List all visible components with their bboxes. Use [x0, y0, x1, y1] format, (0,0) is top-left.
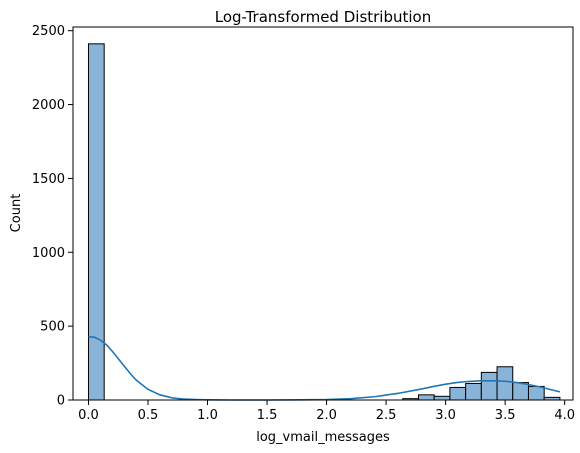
histogram-bar-2 [417, 394, 435, 401]
x-tick-label-3: 1.5 [257, 408, 278, 423]
y-axis-ticks: 0 500 1000 1500 2000 2500 [32, 24, 73, 409]
x-axis-label: log_vmail_messages [256, 430, 390, 445]
x-tick-label-7: 3.5 [495, 408, 516, 423]
y-axis-label: Count [9, 194, 24, 233]
y-tick-label-5: 2500 [32, 24, 65, 39]
x-tick-label-1: 0.5 [138, 408, 159, 423]
y-tick-label-3: 1500 [32, 172, 65, 187]
histogram-bar-8 [512, 382, 529, 401]
histogram-bar-3 [433, 395, 451, 401]
histogram-bar-5 [465, 382, 482, 401]
x-tick-label-4: 2.0 [316, 408, 337, 423]
x-tick-label-2: 1.0 [197, 408, 218, 423]
x-tick-label-8: 4.0 [554, 408, 575, 423]
chart-title: Log-Transformed Distribution [215, 8, 431, 26]
x-tick-label-6: 3.0 [435, 408, 456, 423]
y-tick-label-1: 500 [40, 320, 65, 335]
plot-frame [72, 26, 574, 401]
x-tick-label-0: 0.0 [78, 408, 99, 423]
x-axis-ticks: 0.0 0.5 1.0 1.5 2.0 2.5 3.0 3.5 4.0 [78, 400, 575, 423]
histogram-bar-6 [480, 371, 498, 401]
bars-group [87, 43, 561, 401]
histogram-bar-7 [496, 366, 514, 401]
histogram-bar-4 [449, 386, 467, 401]
y-tick-label-2: 1000 [32, 246, 65, 261]
histogram-bar-0 [87, 43, 105, 401]
y-tick-label-4: 2000 [32, 98, 65, 113]
histogram-bar-9 [527, 385, 545, 401]
y-tick-label-0: 0 [57, 394, 65, 409]
x-tick-label-5: 2.5 [376, 408, 397, 423]
